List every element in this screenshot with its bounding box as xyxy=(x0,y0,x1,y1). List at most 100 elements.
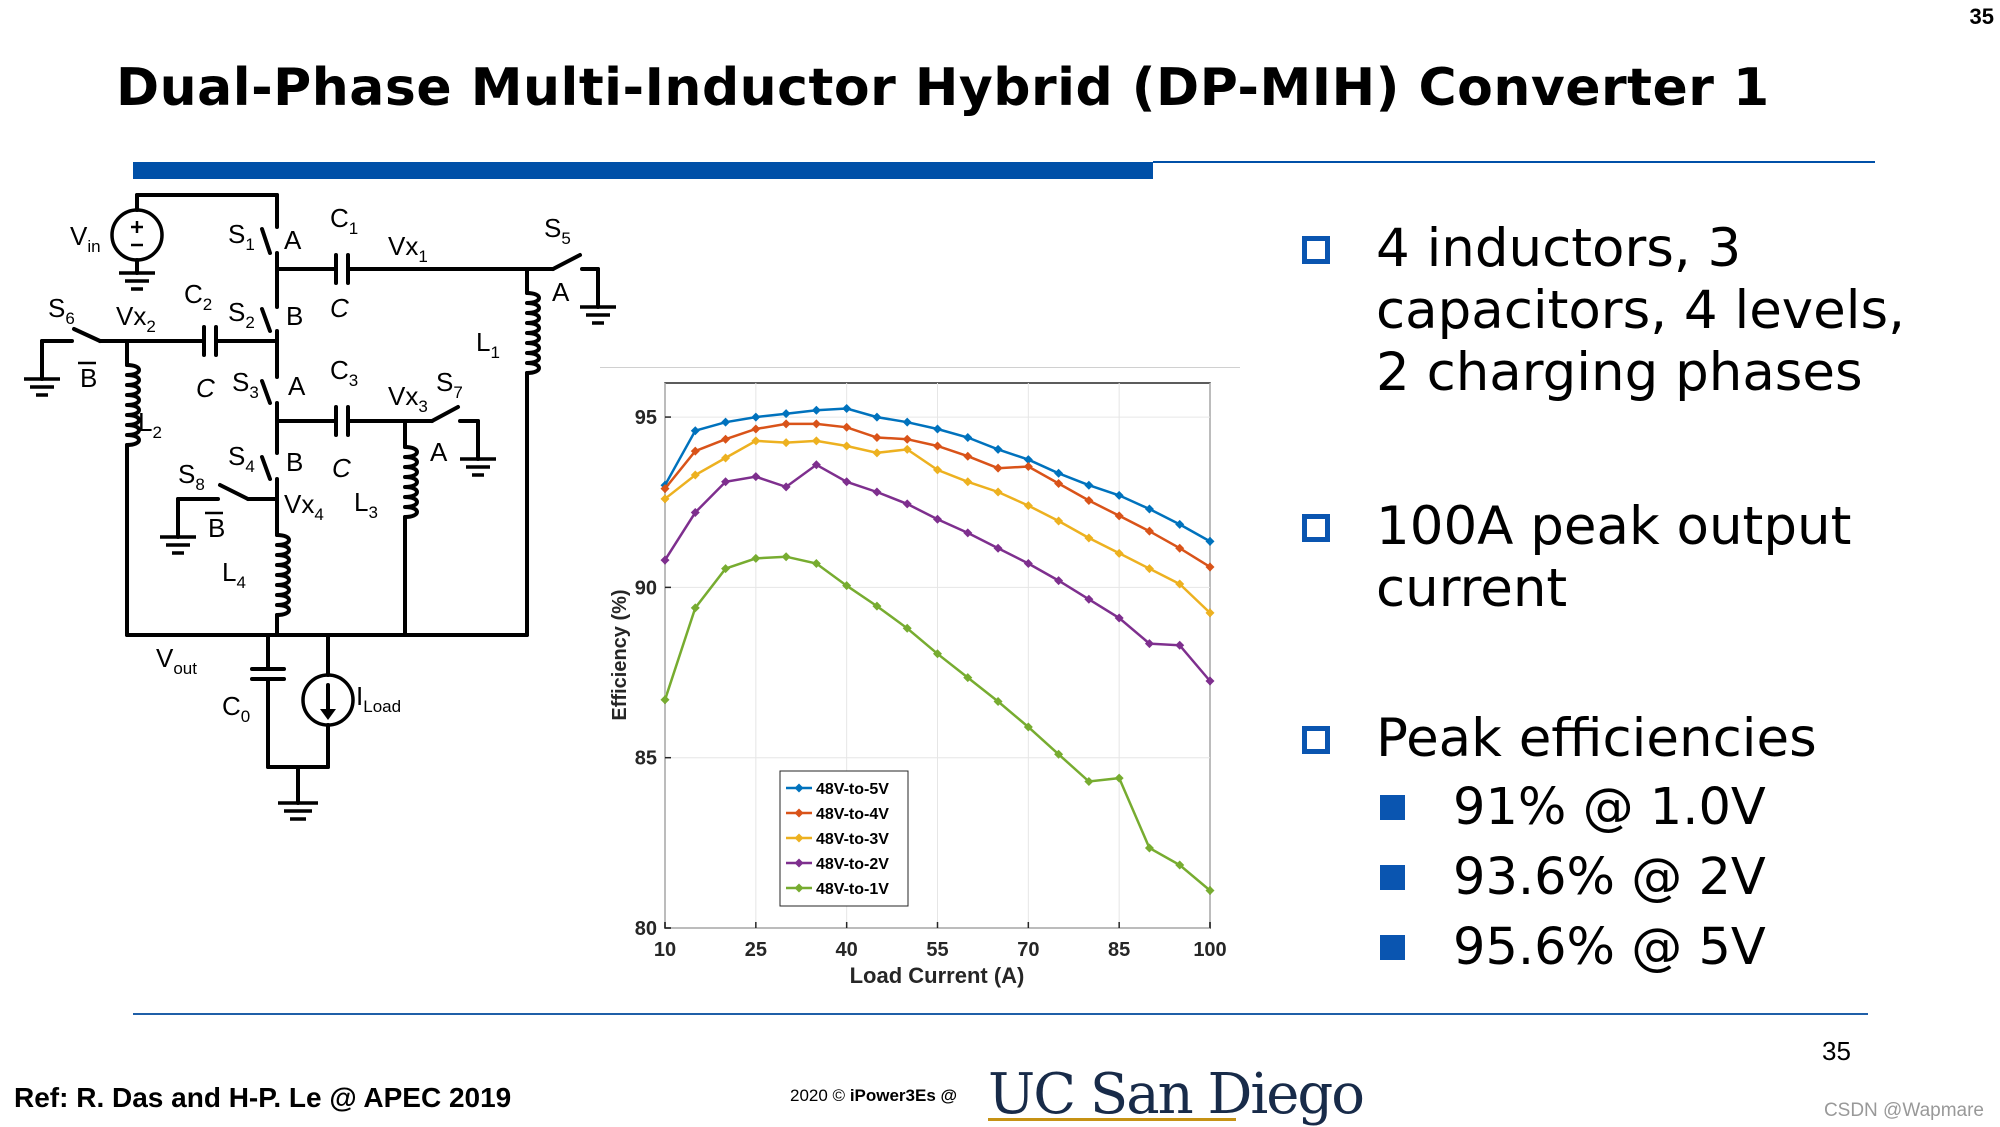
data-point xyxy=(933,514,942,524)
switch-s5-blade xyxy=(551,253,582,271)
data-point xyxy=(1023,501,1033,511)
legend-marker xyxy=(794,783,804,793)
svg-text:C1: C1 xyxy=(330,203,358,238)
data-point xyxy=(781,438,791,448)
data-point xyxy=(660,555,670,565)
svg-text:C: C xyxy=(330,293,349,323)
data-point xyxy=(963,673,973,683)
svg-text:ILoad: ILoad xyxy=(356,681,401,716)
data-point xyxy=(842,581,852,591)
data-point xyxy=(1144,843,1154,853)
data-point xyxy=(1205,676,1215,686)
data-point xyxy=(993,444,1003,454)
data-point xyxy=(660,494,670,504)
copyright-text: 2020 © iPower3Es @ xyxy=(790,1086,957,1106)
svg-text:C2: C2 xyxy=(184,279,212,314)
legend-entry: 48V-to-1V xyxy=(816,881,889,898)
bullet-2: 100A peak output current xyxy=(1302,496,1851,620)
data-point xyxy=(872,487,882,497)
legend-entry: 48V-to-4V xyxy=(816,806,889,823)
data-point xyxy=(1144,526,1154,536)
data-point xyxy=(690,470,700,480)
inductor-l4-coil xyxy=(275,533,291,617)
data-point xyxy=(993,543,1003,553)
inductor-l1-coil xyxy=(525,291,541,375)
sub-bullet-2-text: 93.6% @ 2V xyxy=(1453,848,1766,907)
x-tick-label: 100 xyxy=(1193,939,1226,961)
data-point xyxy=(1054,478,1064,488)
watermark: CSDN @Wapmare xyxy=(1823,1100,1984,1121)
efficiency-chart: 10 25 40 55 70 85 100 80 85 90 95 Load Current (A)… xyxy=(609,382,1227,988)
svg-text:A: A xyxy=(284,225,302,255)
data-point xyxy=(902,444,912,454)
data-point xyxy=(963,451,973,461)
data-point xyxy=(1175,519,1185,529)
y-tick-label: 95 xyxy=(635,407,657,429)
data-point xyxy=(872,448,882,458)
inductor-l3-coil xyxy=(403,445,419,519)
data-point xyxy=(690,426,700,436)
svg-text:C: C xyxy=(332,453,351,483)
filled-square-bullet-icon xyxy=(1380,795,1405,820)
svg-text:S5: S5 xyxy=(544,213,571,248)
switch-s1-blade xyxy=(260,227,272,255)
data-point xyxy=(721,417,731,427)
svg-text:Vx2: Vx2 xyxy=(116,301,156,336)
data-point xyxy=(1144,564,1154,574)
data-point xyxy=(1205,608,1215,618)
switch-s2-blade xyxy=(260,307,272,333)
hollow-square-bullet-icon xyxy=(1302,514,1330,542)
filled-square-bullet-icon xyxy=(1380,865,1405,890)
data-point xyxy=(933,424,942,434)
data-point xyxy=(1084,594,1094,604)
svg-text:A: A xyxy=(552,277,570,307)
data-point xyxy=(933,465,942,475)
circuit-schematic: Vin S1 A C1 C Vx1 S5 A C2 S2 B S6 Vx2 B … xyxy=(24,193,616,821)
data-point xyxy=(1023,559,1033,569)
data-point xyxy=(781,552,791,562)
legend-marker xyxy=(794,883,804,893)
data-point xyxy=(1114,613,1124,623)
x-tick-label: 40 xyxy=(836,939,858,961)
x-tick-label: 85 xyxy=(1108,939,1130,961)
data-point xyxy=(963,528,973,538)
data-point xyxy=(993,696,1003,706)
title-underline-thin xyxy=(1153,161,1875,163)
data-point xyxy=(1084,777,1094,787)
svg-text:S1: S1 xyxy=(228,219,255,254)
svg-text:S2: S2 xyxy=(228,297,255,332)
data-point xyxy=(1144,639,1154,649)
svg-text:C: C xyxy=(196,373,215,403)
data-point xyxy=(1205,562,1215,572)
data-point xyxy=(993,463,1003,473)
load-arrow-icon xyxy=(320,709,336,720)
svg-text:B: B xyxy=(286,447,303,477)
bullet-3-text: Peak efficiencies xyxy=(1376,708,1817,769)
legend-marker xyxy=(794,808,804,818)
svg-text:A: A xyxy=(430,437,448,467)
data-point xyxy=(1205,536,1215,546)
svg-text:L3: L3 xyxy=(354,487,378,522)
switch-s4-blade xyxy=(260,455,272,481)
data-point xyxy=(1023,722,1033,732)
hollow-square-bullet-icon xyxy=(1302,726,1330,754)
x-tick-label: 70 xyxy=(1017,939,1039,961)
data-point xyxy=(781,482,791,492)
data-point xyxy=(1054,576,1064,586)
data-point xyxy=(872,433,882,442)
svg-text:L1: L1 xyxy=(476,327,500,362)
data-point xyxy=(751,412,761,422)
sub-bullet-1: 91% @ 1.0V xyxy=(1380,778,1766,837)
data-point xyxy=(1054,468,1064,478)
data-point xyxy=(842,477,852,487)
data-point xyxy=(781,419,791,429)
svg-text:B: B xyxy=(208,513,225,543)
data-point xyxy=(660,695,670,705)
ucsd-logo-underline xyxy=(988,1118,1236,1121)
sub-bullet-3: 95.6% @ 5V xyxy=(1380,918,1766,977)
data-point xyxy=(842,404,852,414)
data-point xyxy=(963,477,973,487)
data-point xyxy=(660,484,670,494)
filled-square-bullet-icon xyxy=(1380,935,1405,960)
data-point xyxy=(811,460,821,470)
